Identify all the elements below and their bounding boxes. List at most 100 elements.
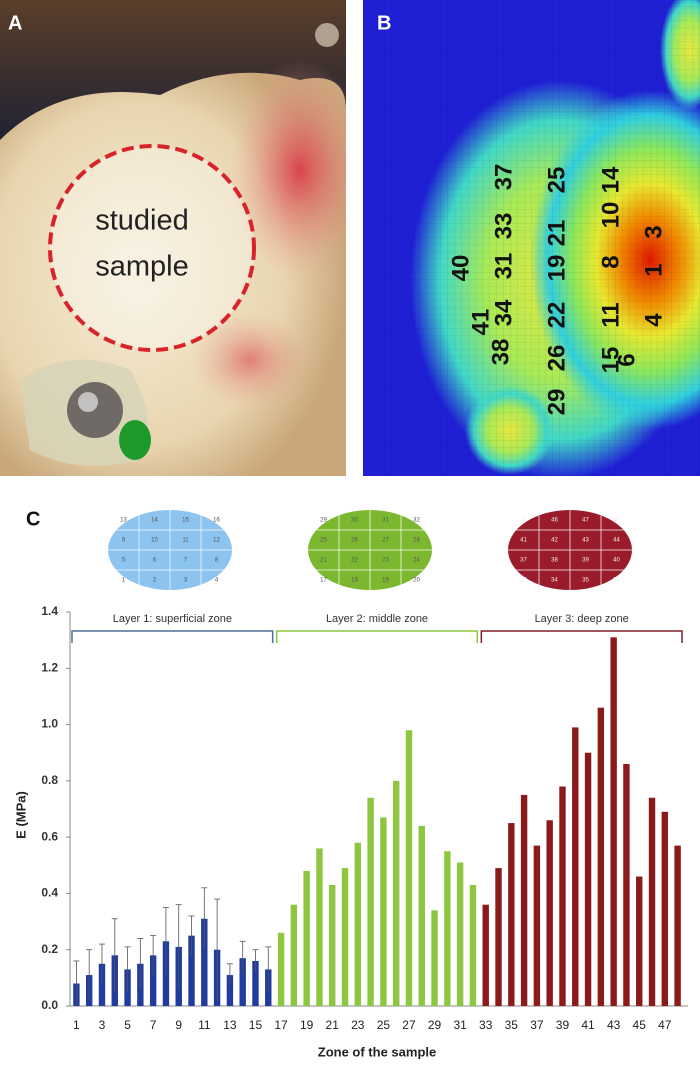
bar bbox=[431, 910, 438, 1006]
zone-id: 42 bbox=[551, 538, 558, 544]
y-tick-label: 0.0 bbox=[41, 998, 58, 1012]
panel-label: B bbox=[377, 12, 391, 34]
zone-number: 4 bbox=[640, 313, 667, 327]
zone-number: 14 bbox=[597, 166, 624, 193]
zone-id: 29 bbox=[320, 518, 327, 524]
zone-map: 13 14 15 169 10 11 125 6 7 81 2 3 4 bbox=[108, 510, 232, 590]
zone-id: 44 bbox=[613, 538, 620, 544]
layer-bracket bbox=[275, 630, 479, 643]
x-tick-label: 43 bbox=[607, 1018, 621, 1032]
zone-id: 23 bbox=[382, 558, 389, 564]
zone-number: 19 bbox=[543, 255, 570, 282]
zone-id: 8 bbox=[215, 558, 219, 564]
zone-id: 31 bbox=[382, 518, 389, 524]
bar bbox=[623, 763, 630, 1006]
zone-id: 16 bbox=[213, 518, 220, 524]
y-tick-label: 0.4 bbox=[41, 886, 58, 900]
y-axis-label: E (MPa) bbox=[13, 791, 28, 839]
zone-id: 3 bbox=[184, 578, 188, 584]
zone-number: 11 bbox=[597, 302, 624, 327]
zone-number: 33 bbox=[490, 213, 517, 240]
bar bbox=[584, 752, 592, 1006]
x-tick-label: 29 bbox=[428, 1018, 442, 1032]
bar bbox=[661, 811, 669, 1006]
zone-id: 45 bbox=[520, 518, 527, 524]
bar bbox=[405, 730, 413, 1006]
zone-number: 38 bbox=[487, 339, 514, 366]
bar bbox=[188, 935, 195, 1006]
photo-panel: studied sample bbox=[0, 0, 346, 476]
bar bbox=[444, 851, 451, 1006]
x-tick-label: 15 bbox=[249, 1018, 263, 1032]
bar bbox=[201, 918, 208, 1006]
bar bbox=[495, 868, 502, 1006]
bar bbox=[648, 797, 656, 1006]
x-axis-label: Zone of the sample bbox=[318, 1044, 436, 1059]
bar bbox=[392, 780, 400, 1006]
x-tick-label: 23 bbox=[351, 1018, 365, 1032]
bar bbox=[559, 786, 566, 1006]
zone-number: 41 bbox=[467, 309, 494, 336]
x-tick-label: 7 bbox=[150, 1018, 157, 1032]
zone-id: 7 bbox=[184, 558, 188, 564]
x-tick-label: 11 bbox=[198, 1018, 211, 1032]
x-tick-label: 45 bbox=[633, 1018, 647, 1032]
bar bbox=[316, 848, 323, 1006]
layer-label: Layer 1: superficial zone bbox=[113, 613, 232, 625]
bar bbox=[239, 958, 246, 1006]
zone-number: 8 bbox=[597, 255, 624, 268]
zone-id: 20 bbox=[413, 578, 420, 584]
zone-id: 36 bbox=[613, 578, 620, 584]
zone-number: 21 bbox=[543, 220, 570, 247]
annotation: sample bbox=[95, 251, 189, 283]
x-tick-label: 17 bbox=[274, 1018, 288, 1032]
x-tick-label: 5 bbox=[124, 1018, 131, 1032]
zone-id: 12 bbox=[213, 538, 220, 544]
zone-id: 38 bbox=[551, 558, 558, 564]
y-tick-label: 0.2 bbox=[41, 942, 58, 956]
y-tick-label: 1.4 bbox=[41, 604, 58, 618]
layer-label: Layer 3: deep zone bbox=[535, 613, 629, 625]
zone-id: 32 bbox=[413, 518, 420, 524]
bar bbox=[572, 727, 579, 1006]
x-tick-label: 31 bbox=[453, 1018, 467, 1032]
zone-id: 41 bbox=[520, 538, 527, 544]
bar bbox=[367, 797, 374, 1006]
x-tick-label: 47 bbox=[658, 1018, 672, 1032]
zone-id: 28 bbox=[413, 538, 420, 544]
zone-id: 17 bbox=[320, 578, 327, 584]
zone-id: 48 bbox=[613, 518, 620, 524]
zone-id: 6 bbox=[153, 558, 157, 564]
x-tick-label: 37 bbox=[530, 1018, 544, 1032]
bar bbox=[226, 975, 234, 1006]
zone-id: 10 bbox=[151, 538, 158, 544]
bar bbox=[418, 825, 425, 1006]
zone-id: 15 bbox=[182, 518, 189, 524]
zone-id: 46 bbox=[551, 518, 558, 524]
x-tick-label: 1 bbox=[73, 1018, 80, 1032]
panel-label: A bbox=[8, 12, 22, 34]
annotation: studied bbox=[95, 205, 189, 237]
x-tick-label: 19 bbox=[300, 1018, 314, 1032]
bar bbox=[98, 963, 106, 1006]
zone-id: 40 bbox=[613, 558, 620, 564]
x-tick-label: 39 bbox=[556, 1018, 570, 1032]
bar bbox=[520, 794, 528, 1006]
zone-id: 30 bbox=[351, 518, 358, 524]
zone-number: 37 bbox=[490, 164, 517, 191]
bar bbox=[508, 823, 515, 1006]
zone-id: 37 bbox=[520, 558, 527, 564]
zone-id: 11 bbox=[182, 538, 189, 544]
zone-id: 13 bbox=[120, 518, 127, 524]
zone-id: 39 bbox=[582, 558, 589, 564]
bar bbox=[380, 817, 387, 1006]
bar bbox=[674, 845, 681, 1006]
y-tick-label: 0.6 bbox=[41, 829, 58, 843]
zone-number: 31 bbox=[490, 253, 517, 280]
zone-map: 45 46 47 48 41 42 43 44 37 38 39 40 33 34 35 36 bbox=[508, 510, 632, 590]
zone-number: 1 bbox=[640, 263, 667, 276]
zone-id: 33 bbox=[520, 578, 527, 584]
zone-id: 34 bbox=[551, 578, 558, 584]
bar bbox=[482, 904, 489, 1006]
